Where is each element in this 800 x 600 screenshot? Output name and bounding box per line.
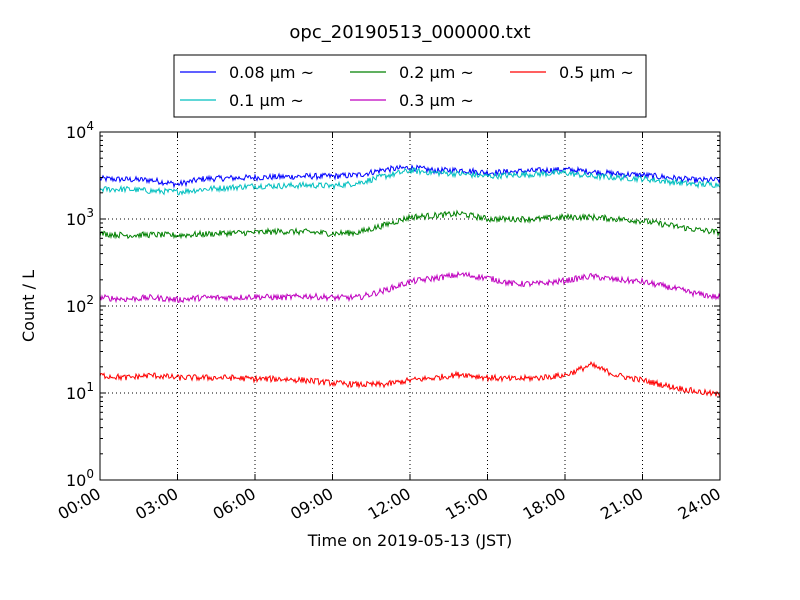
series-line bbox=[99, 270, 721, 304]
plot-area bbox=[99, 131, 721, 481]
x-tick-label: 18:00 bbox=[520, 484, 569, 524]
grid-lines bbox=[100, 132, 720, 480]
y-tick-label: 103 bbox=[66, 206, 94, 229]
series-line bbox=[99, 361, 721, 398]
x-tick-label: 15:00 bbox=[442, 484, 491, 524]
legend-label: 0.2 μm ~ bbox=[399, 63, 474, 82]
legend-label: 0.08 μm ~ bbox=[229, 63, 314, 82]
x-axis-label: Time on 2019-05-13 (JST) bbox=[307, 531, 512, 550]
x-tick-label: 12:00 bbox=[365, 484, 414, 524]
y-tick-label: 102 bbox=[66, 293, 94, 316]
data-series bbox=[99, 164, 721, 398]
legend-label: 0.5 μm ~ bbox=[559, 63, 634, 82]
x-tick-label: 03:00 bbox=[132, 484, 181, 524]
legend-label: 0.1 μm ~ bbox=[229, 91, 304, 110]
axis-ticks bbox=[99, 131, 721, 481]
x-tick-label: 09:00 bbox=[287, 484, 336, 524]
y-tick-labels: 100 101 102 103 104 bbox=[66, 119, 94, 490]
y-tick-label: 100 bbox=[66, 467, 94, 490]
series-line bbox=[99, 209, 721, 240]
y-axis-label: Count / L bbox=[19, 270, 38, 342]
chart-title: opc_20190513_000000.txt bbox=[289, 22, 530, 43]
x-tick-label: 21:00 bbox=[597, 484, 646, 524]
x-tick-labels: 00:00 03:00 06:00 09:00 12:00 15:00 18:00 21:00… bbox=[55, 484, 724, 524]
x-tick-label: 06:00 bbox=[210, 484, 259, 524]
y-tick-label: 104 bbox=[66, 119, 94, 142]
x-tick-label: 24:00 bbox=[675, 484, 724, 524]
y-tick-label: 101 bbox=[66, 380, 94, 403]
legend: 0.08 μm ~ 0.2 μm ~ 0.5 μm ~ 0.1 μm ~ 0.3 μm … bbox=[173, 54, 647, 118]
legend-frame bbox=[173, 54, 647, 118]
series-line bbox=[99, 167, 721, 196]
legend-label: 0.3 μm ~ bbox=[399, 91, 474, 110]
